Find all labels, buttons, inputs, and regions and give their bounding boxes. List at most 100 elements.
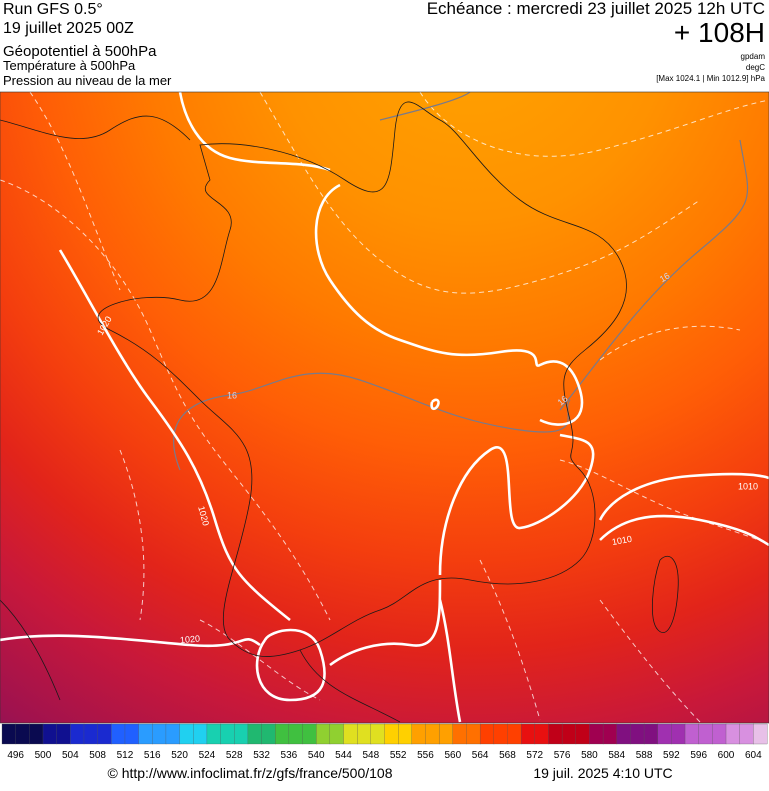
colorbar-cell [466, 723, 481, 745]
temperature-main [173, 92, 749, 471]
colorbar-cell [493, 723, 508, 745]
colorbar-cell [83, 723, 99, 745]
colorbar-cell [329, 723, 344, 745]
colorbar-cell [193, 723, 208, 745]
colorbar-cell [507, 723, 522, 745]
colorbar-cell [138, 723, 153, 745]
colorbar-cell [111, 723, 126, 745]
colorbar-cell [261, 723, 276, 745]
colorbar-label: 516 [144, 750, 161, 761]
colorbar-cell [70, 723, 85, 745]
field-3: Pression au niveau de la mer [3, 73, 172, 88]
colorbar-label: 532 [253, 750, 270, 761]
colorbar-cell [179, 723, 194, 745]
contour-label: 16 [227, 390, 237, 400]
colorbar-cell [357, 723, 372, 745]
temperature-contours [0, 92, 769, 723]
colorbar-label: 540 [308, 750, 325, 761]
colorbar-cell [370, 723, 385, 745]
colorbar-label: 504 [62, 750, 79, 761]
colorbar-cell [753, 723, 768, 745]
colorbar-cell [206, 723, 222, 745]
colorbar-cell [725, 723, 741, 745]
colorbar-label: 584 [608, 750, 625, 761]
unit-label: degC [746, 63, 765, 72]
run-title: Run GFS 0.5° [3, 1, 103, 18]
colorbar-label: 544 [335, 750, 352, 761]
lead-time: + 108H [674, 17, 765, 48]
timestamp: 19 juil. 2025 4:10 UTC [533, 765, 672, 781]
colorbar-cell [343, 723, 358, 745]
colorbar-label: 572 [526, 750, 543, 761]
colorbar-cell [438, 723, 454, 745]
colorbar-cell [384, 723, 399, 745]
colorbar-cell [575, 723, 590, 745]
colorbar-cell [316, 723, 331, 745]
colorbar-label: 600 [718, 750, 735, 761]
field-2: Température à 500hPa [3, 58, 136, 73]
colorbar-cell [602, 723, 618, 745]
colorbar-label: 596 [690, 750, 707, 761]
colorbar-label: 524 [199, 750, 216, 761]
colorbar-label: 556 [417, 750, 434, 761]
colorbar-label: 564 [472, 750, 489, 761]
colorbar-label: 496 [7, 750, 24, 761]
pressure-isobars [0, 92, 769, 723]
colorbar-label: 512 [117, 750, 134, 761]
colorbar-label: 588 [636, 750, 653, 761]
run-date: 19 juillet 2025 00Z [3, 20, 134, 37]
colorbar-cell [698, 723, 713, 745]
colorbar-cell [630, 723, 645, 745]
colorbar-cell [739, 723, 754, 745]
contour-label: 1010 [611, 534, 632, 547]
colorbar-cell [220, 723, 235, 745]
map [0, 92, 769, 723]
map-frame [0, 91, 769, 724]
colorbar-cell [548, 723, 563, 745]
colorbar-cell [152, 723, 167, 745]
colorbar-cell [589, 723, 604, 745]
colorbar-cell [657, 723, 672, 745]
colorbar-cell [288, 723, 303, 745]
colorbar-cell [712, 723, 727, 745]
colorbar-cell [234, 723, 249, 745]
contour-label: 16 [658, 271, 672, 285]
contour-label: 1020 [180, 634, 201, 646]
colorbar-label: 592 [663, 750, 680, 761]
colorbar: 496 500 504 508 512 516 520 524 528 532 536 540 544 5… [1, 723, 768, 761]
colorbar-cell [411, 723, 426, 745]
unit-label: [Max 1024.1 | Min 1012.9] hPa [656, 74, 765, 83]
colorbar-cell [561, 723, 577, 745]
colorbar-cell [616, 723, 631, 745]
colorbar-cell [671, 723, 686, 745]
colorbar-label: 576 [554, 750, 571, 761]
colorbar-cell [42, 723, 58, 745]
colorbar-cell [1, 723, 17, 745]
colorbar-cell [247, 723, 263, 745]
colorbar-cell [398, 723, 413, 745]
colorbar-cell [165, 723, 181, 745]
colorbar-cell [684, 723, 700, 745]
colorbar-cell [15, 723, 30, 745]
colorbar-label: 548 [362, 750, 379, 761]
colorbar-label: 508 [89, 750, 106, 761]
colorbar-label: 560 [444, 750, 461, 761]
colorbar-cell [275, 723, 290, 745]
colorbar-label: 536 [281, 750, 298, 761]
unit-label: gpdam [741, 52, 766, 61]
colorbar-label: 552 [390, 750, 407, 761]
colorbar-label: 520 [171, 750, 188, 761]
colorbar-label: 568 [499, 750, 516, 761]
colorbar-cell [534, 723, 549, 745]
colorbar-cell [425, 723, 440, 745]
colorbar-cell [520, 723, 536, 745]
colorbar-label: 604 [745, 750, 762, 761]
forecast-time: Echéance : mercredi 23 juillet 2025 12h … [427, 0, 765, 18]
colorbar-label: 528 [226, 750, 243, 761]
colorbar-cell [29, 723, 44, 745]
colorbar-cell [124, 723, 140, 745]
colorbar-cell [56, 723, 71, 745]
colorbar-label: 580 [581, 750, 598, 761]
